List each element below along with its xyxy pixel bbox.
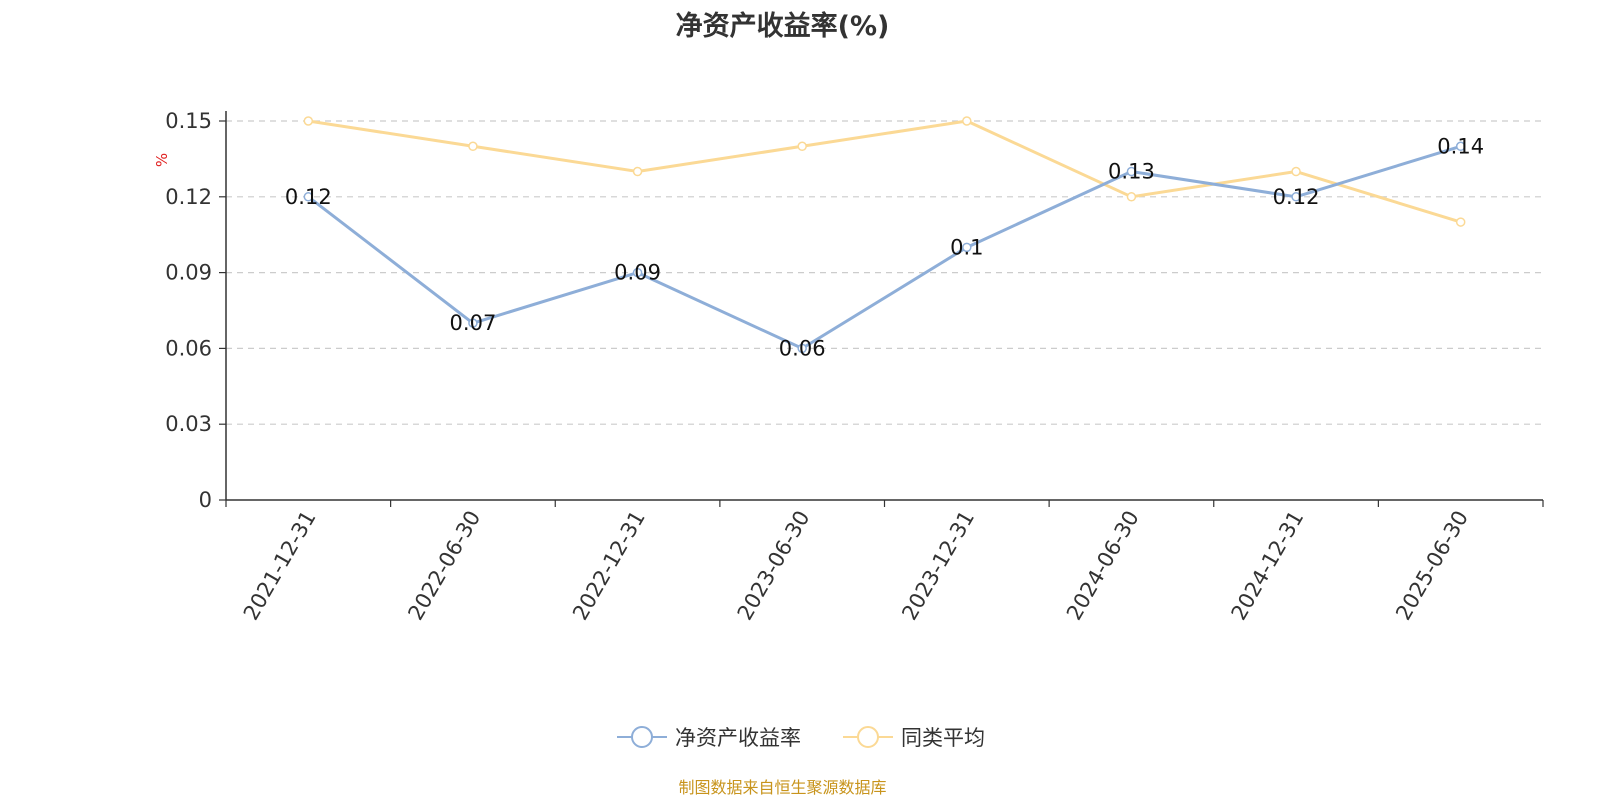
series-line-0	[307, 144, 1462, 350]
data-label: 0.12	[1273, 185, 1320, 209]
grid-lines	[226, 120, 1543, 425]
axes	[219, 111, 1544, 507]
x-tick-label: 2024-06-30	[1062, 507, 1144, 625]
data-label: 0.06	[779, 336, 826, 360]
legend-label: 净资产收益率	[675, 726, 801, 750]
data-label: 0.07	[450, 311, 497, 335]
series-point	[797, 141, 807, 152]
data-label: 0.09	[614, 261, 661, 285]
series-point	[632, 166, 643, 177]
series-point	[962, 242, 972, 253]
x-tick-label: 2021-12-31	[239, 507, 321, 625]
legend: 净资产收益率 同类平均	[617, 726, 985, 750]
x-tick-label: 2023-06-30	[733, 507, 815, 625]
data-labels: 0.12 0.07 0.09 0.06 0.1 0.13 0.12 0.14	[285, 134, 1484, 360]
series-lines	[307, 119, 1462, 350]
series-point	[1126, 166, 1137, 177]
series-point	[1291, 166, 1301, 177]
y-tick-labels: 0 0.03 0.06 0.09 0.12 0.15	[165, 109, 212, 512]
series-point	[303, 192, 314, 202]
y-tick-label: 0.03	[165, 412, 212, 436]
series-point	[468, 141, 478, 152]
series-point	[468, 318, 478, 328]
x-tick-label: 2024-12-31	[1227, 507, 1309, 625]
data-label: 0.14	[1437, 134, 1484, 158]
series-point	[797, 343, 807, 354]
x-tick-label: 2022-12-31	[568, 507, 650, 625]
y-tick-label: 0.15	[165, 109, 212, 133]
source-footer: 制图数据来自恒生聚源数据库	[678, 778, 887, 797]
y-axis-label: %	[153, 153, 171, 167]
data-label: 0.12	[285, 185, 332, 209]
legend-swatch-marker	[631, 726, 653, 748]
series-point	[1126, 192, 1137, 202]
series-point	[962, 116, 972, 126]
chart-title: 净资产收益率(%)	[675, 11, 890, 42]
y-tick-label: 0.12	[165, 185, 212, 209]
x-tick-labels: 2021-12-31 2022-06-30 2022-12-31 2023-06-30…	[239, 507, 1473, 625]
series-point	[1455, 141, 1466, 152]
data-label: 0.1	[950, 235, 983, 259]
data-label: 0.13	[1108, 160, 1155, 184]
y-tick-label: 0.06	[165, 336, 212, 360]
series-points	[303, 116, 1466, 354]
series-point	[1455, 217, 1466, 227]
series-line-1	[308, 119, 1462, 224]
series-point	[1291, 192, 1301, 202]
series-point	[632, 267, 643, 278]
legend-swatch-marker	[857, 726, 879, 748]
y-tick-label: 0	[199, 488, 212, 512]
x-tick-label: 2023-12-31	[897, 507, 979, 625]
x-tick-label: 2022-06-30	[403, 507, 485, 625]
series-point	[303, 116, 314, 126]
x-tick-label: 2025-06-30	[1391, 507, 1473, 625]
legend-label: 同类平均	[901, 726, 985, 750]
y-tick-label: 0.09	[165, 261, 212, 285]
